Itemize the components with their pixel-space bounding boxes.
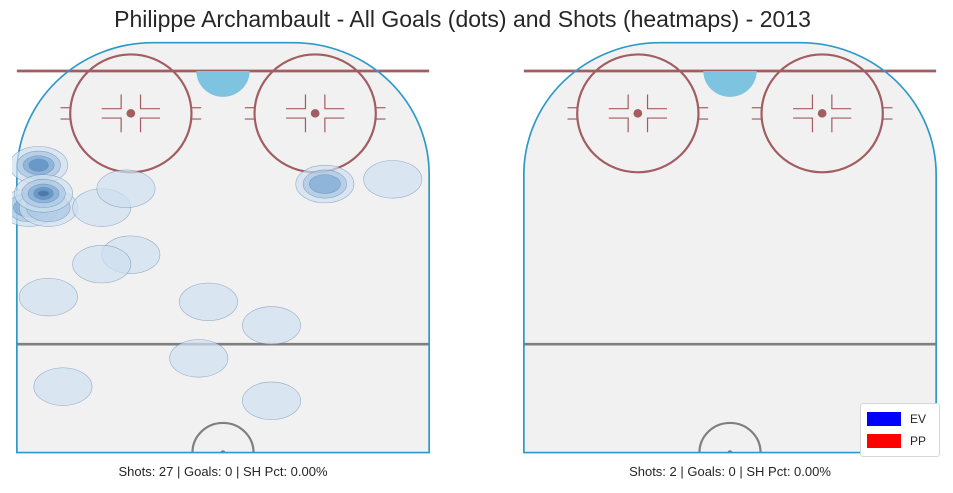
hash-mark — [608, 117, 629, 133]
legend-item-ev: EV — [867, 410, 926, 428]
hash-mark — [831, 94, 852, 110]
hash-mark — [286, 94, 307, 110]
boards — [523, 41, 937, 454]
hash-marks-left — [60, 94, 202, 133]
center-circle — [191, 421, 255, 453]
hash-mark — [324, 117, 345, 133]
goal-crease — [703, 70, 757, 97]
hash-mark — [793, 94, 814, 110]
hash-marks-left — [567, 94, 709, 133]
legend-label-ev: EV — [910, 412, 927, 426]
ice-surface — [523, 42, 937, 453]
legend-swatch-ev — [867, 412, 901, 426]
faceoff-circle-right — [760, 53, 884, 174]
hash-mark — [139, 117, 160, 133]
rink-surface — [16, 41, 430, 454]
heat-contour — [363, 160, 423, 199]
hash-mark — [646, 117, 667, 133]
hash-mark — [139, 94, 160, 110]
shots-summary-right: Shots: 2 | Goals: 0 | SH Pct: 0.00% — [629, 464, 831, 479]
heat-contour — [18, 277, 78, 317]
faceoff-circle-left — [576, 53, 700, 174]
hash-mark — [286, 117, 307, 133]
heat-contour — [169, 339, 229, 378]
center-circle — [698, 421, 762, 453]
goal-crease — [196, 70, 250, 97]
heat-contour — [96, 169, 156, 208]
heat-contour — [72, 245, 132, 284]
hash-mark — [831, 117, 852, 133]
heat-contour — [37, 190, 50, 197]
rink-right — [523, 41, 937, 454]
hash-mark — [608, 94, 629, 110]
legend-item-pp: PP — [867, 432, 926, 450]
chart-title: Philippe Archambault - All Goals (dots) … — [114, 6, 811, 32]
heat-contour — [179, 282, 238, 321]
faceoff-dot-left — [633, 109, 643, 118]
ice-surface — [16, 42, 430, 453]
hash-marks-right — [751, 94, 893, 133]
shot-heatmap — [12, 146, 423, 420]
hash-mark — [324, 94, 345, 110]
faceoff-dot-right — [310, 109, 320, 118]
hash-mark — [646, 94, 667, 110]
heat-contour — [33, 367, 93, 406]
rink-left — [12, 41, 430, 454]
rink-surface — [523, 41, 937, 454]
heat-contour — [28, 158, 49, 172]
hash-mark — [101, 117, 122, 133]
hash-mark — [793, 117, 814, 133]
legend-swatch-pp — [867, 434, 901, 448]
shots-summary-left: Shots: 27 | Goals: 0 | SH Pct: 0.00% — [118, 464, 328, 479]
heat-contour — [242, 306, 301, 345]
heat-contour — [242, 381, 301, 420]
legend: EV PP — [860, 403, 940, 457]
faceoff-dot-left — [126, 109, 136, 118]
boards — [16, 41, 430, 454]
hash-mark — [101, 94, 122, 110]
legend-label-pp: PP — [910, 434, 927, 448]
hash-marks-right — [244, 94, 386, 133]
heat-contour — [309, 174, 341, 194]
faceoff-dot-right — [817, 109, 827, 118]
